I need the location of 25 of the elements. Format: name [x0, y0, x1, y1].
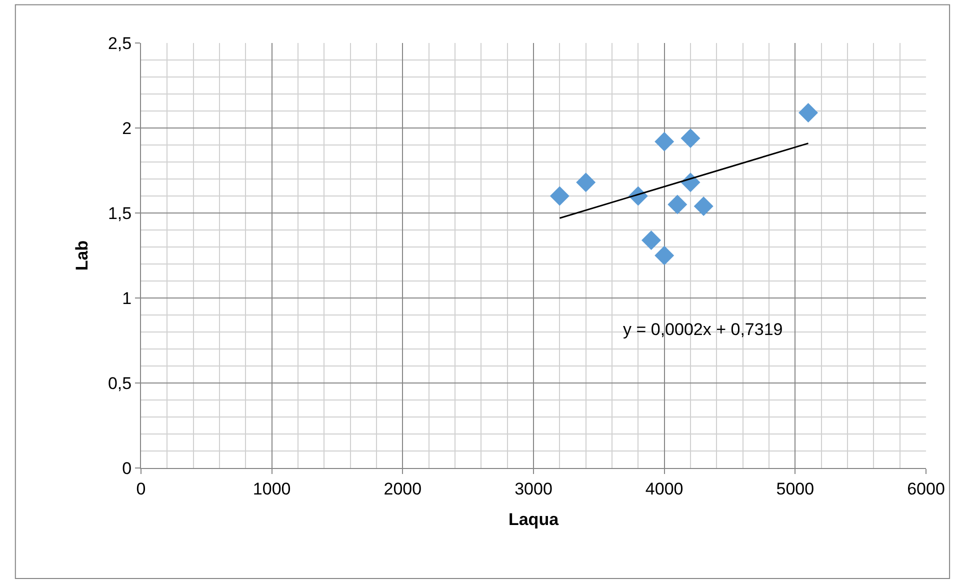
x-tick-label: 2000	[384, 479, 422, 498]
x-tick-label: 4000	[645, 479, 684, 498]
point	[654, 246, 674, 266]
point	[694, 196, 714, 216]
point	[550, 186, 570, 206]
y-tick-label: 2	[122, 118, 132, 138]
point	[668, 194, 688, 214]
y-tick-label: 2,5	[108, 34, 132, 53]
point	[798, 102, 818, 122]
y-tick-label: 0	[122, 458, 132, 478]
x-tick-label: 1000	[252, 479, 291, 498]
annotation: y = 0,0002x + 0,7319	[623, 320, 783, 339]
y-tick-label: 1,5	[108, 204, 132, 223]
point	[576, 172, 596, 192]
x-axis-title: Laqua	[508, 510, 560, 529]
x-tick-label: 3000	[514, 479, 552, 498]
x-tick-label: 6000	[907, 479, 945, 498]
y-axis-title: Lab	[72, 240, 92, 271]
y-tick-label: 1	[122, 288, 132, 308]
x-tick-label: 0	[136, 479, 146, 498]
point	[680, 128, 700, 148]
x-tick-label: 5000	[776, 479, 814, 498]
point	[642, 230, 661, 250]
point	[654, 132, 674, 152]
y-tick-label: 0,5	[108, 374, 132, 393]
